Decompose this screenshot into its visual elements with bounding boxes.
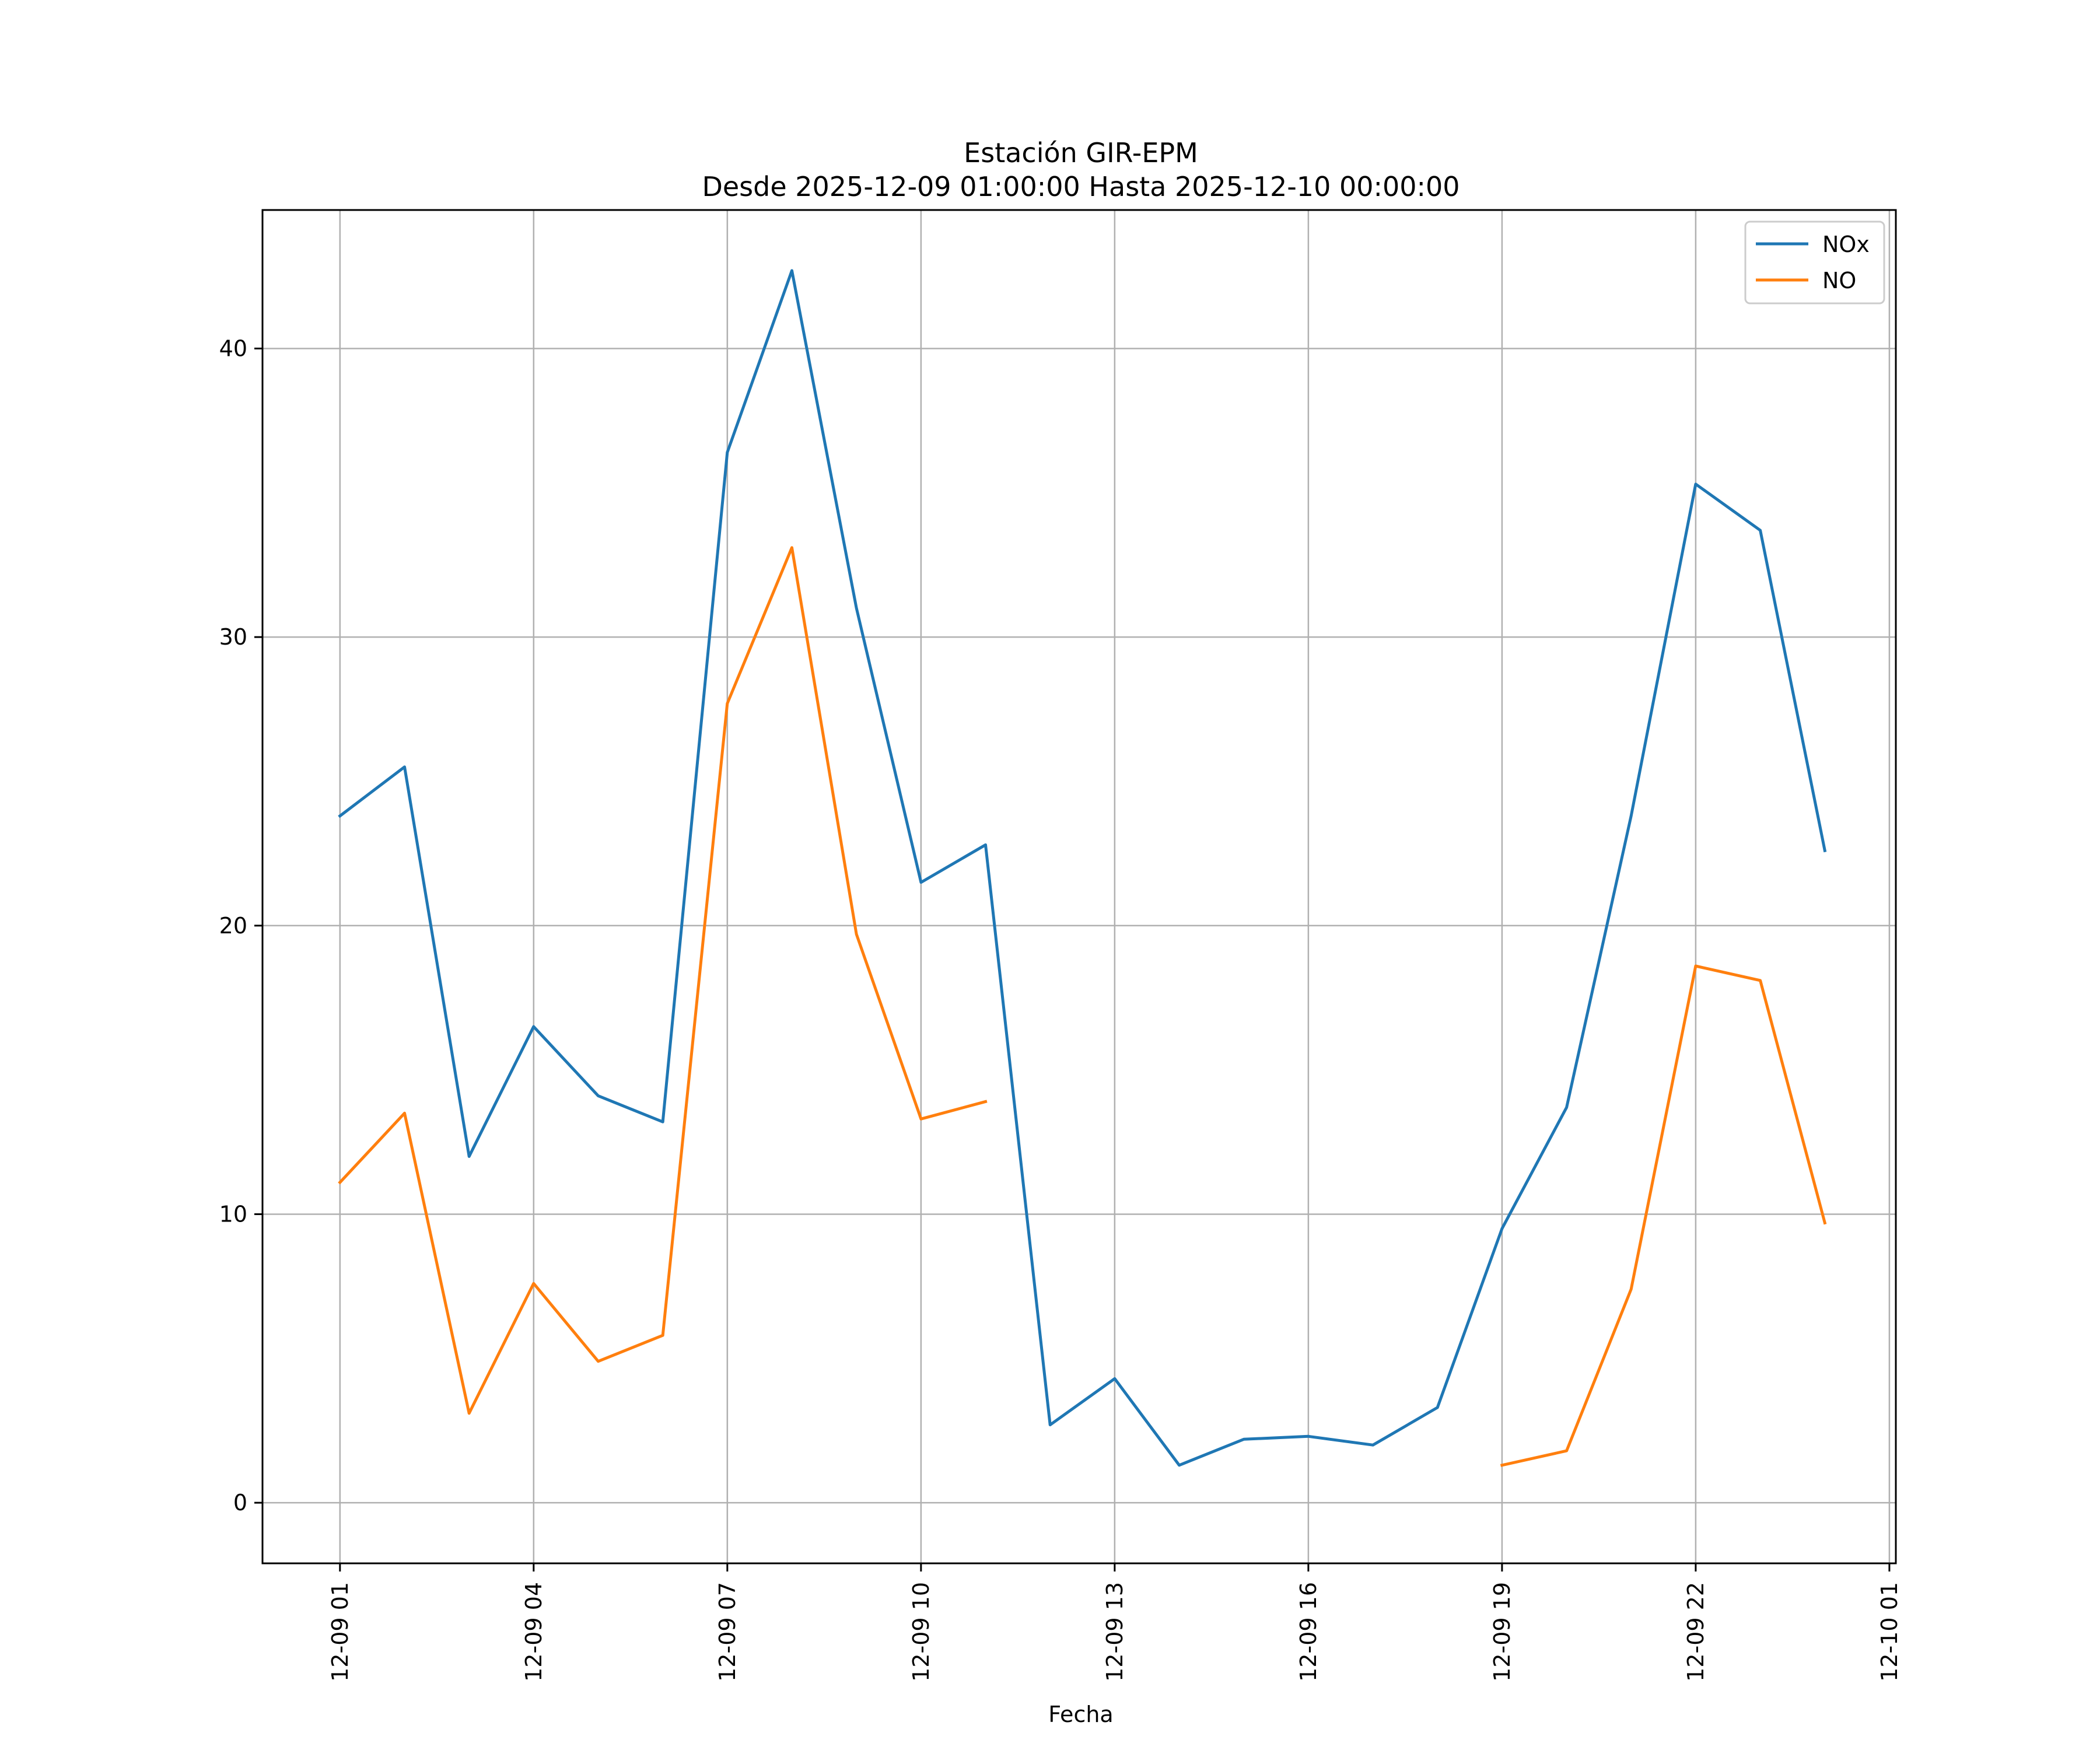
legend-label-nox: NOx	[1822, 232, 1870, 257]
x-axis-ticks: 12-09 01 12-09 04 12-09 07 12-09 10 12-09 13…	[327, 1563, 1902, 1682]
y-tick-label: 0	[233, 1490, 247, 1516]
series-line-no	[338, 546, 988, 1415]
series-line-nox	[338, 269, 1827, 1467]
series-lines	[338, 269, 1827, 1467]
chart-title: Estación GIR-EPM	[964, 137, 1198, 169]
series-line-no	[1500, 964, 1827, 1467]
y-tick-label: 20	[219, 913, 247, 939]
x-tick-label: 12-09 16	[1296, 1582, 1321, 1682]
legend-label-no: NO	[1822, 268, 1856, 293]
x-tick-label: 12-09 22	[1683, 1582, 1709, 1682]
y-tick-label: 40	[219, 335, 247, 361]
grid	[262, 210, 1896, 1563]
x-tick-label: 12-09 04	[521, 1582, 547, 1682]
x-tick-label: 12-09 19	[1489, 1582, 1515, 1682]
x-axis-label: Fecha	[1048, 1702, 1113, 1727]
y-axis-ticks: 0 10 20 30 40	[219, 335, 262, 1516]
x-tick-label: 12-10 01	[1877, 1582, 1902, 1682]
y-tick-label: 30	[219, 624, 247, 650]
y-tick-label: 10	[219, 1201, 247, 1227]
legend: NOx NO	[1744, 220, 1885, 304]
x-tick-label: 12-09 01	[327, 1582, 353, 1682]
plot-frame	[261, 209, 1897, 1564]
chart-subtitle: Desde 2025-12-09 01:00:00 Hasta 2025-12-…	[702, 171, 1460, 202]
x-tick-label: 12-09 07	[715, 1582, 740, 1682]
x-tick-label: 12-09 13	[1102, 1582, 1128, 1682]
x-tick-label: 12-09 10	[908, 1582, 934, 1682]
legend-box	[1744, 220, 1885, 304]
